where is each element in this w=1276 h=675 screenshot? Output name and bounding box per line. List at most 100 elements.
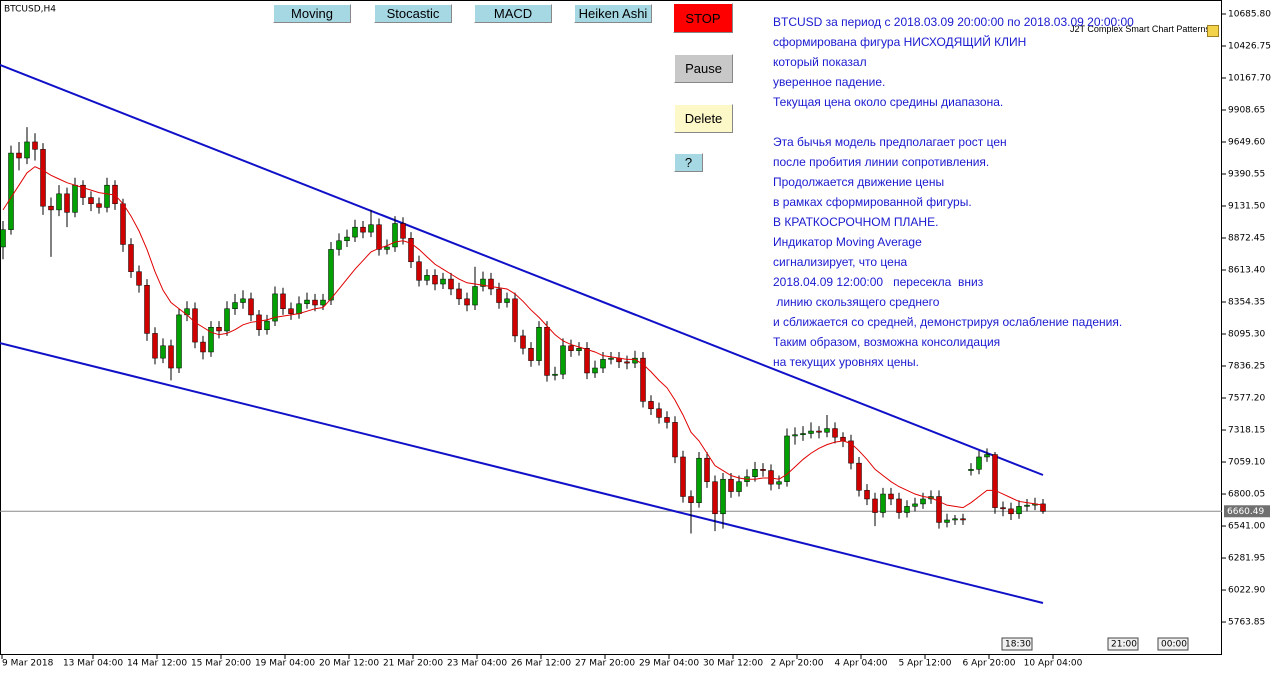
candle-body — [0, 229, 6, 248]
candle-body — [560, 345, 566, 375]
y-tick-label: 6281.95 — [1228, 554, 1265, 564]
analysis-line: после пробития линии сопротивления. — [773, 155, 990, 169]
analysis-line: Эта бычья модель предполагает рост цен — [773, 135, 1007, 149]
moving-button[interactable]: Moving — [273, 4, 351, 23]
candle-body — [776, 481, 782, 485]
symbol-title: BTCUSD,H4 — [4, 5, 56, 15]
current-price-label: 6660.49 — [1227, 507, 1264, 517]
macd-button[interactable]: MACD — [474, 4, 552, 23]
candle-body — [272, 293, 278, 322]
candle-body — [328, 249, 334, 301]
x-tick-label: 26 Mar 12:00 — [511, 659, 571, 669]
candle-body — [48, 205, 54, 211]
candle-body — [344, 236, 350, 242]
candle-body — [584, 348, 590, 374]
candle-body — [360, 226, 366, 233]
candle-body — [384, 246, 390, 250]
candle-body — [464, 298, 470, 306]
candle-body — [888, 493, 894, 500]
candle-body — [784, 435, 790, 482]
y-tick-label: 9131.50 — [1228, 202, 1265, 212]
analysis-line: уверенное падение. — [773, 75, 886, 89]
candle-body — [840, 436, 846, 442]
x-tick-label: 19 Mar 04:00 — [255, 659, 315, 669]
analysis-line: который показал — [773, 55, 867, 69]
candle-body — [80, 184, 86, 198]
indicator-icon — [1207, 25, 1219, 37]
candle-body — [136, 271, 142, 286]
x-tick-label: 29 Mar 04:00 — [639, 659, 699, 669]
y-tick-label: 5763.85 — [1228, 618, 1265, 628]
y-tick-label: 6022.90 — [1228, 586, 1265, 596]
trendline — [0, 64, 1044, 476]
time-control-label: 18:30 — [1005, 640, 1031, 650]
candle-body — [168, 345, 174, 369]
candle-body — [296, 303, 302, 314]
candle-body — [256, 314, 262, 330]
candle-body — [320, 299, 326, 306]
candle-body — [568, 345, 574, 351]
candle-body — [480, 278, 486, 287]
help-button[interactable]: ? — [674, 153, 703, 172]
candle-body — [1040, 503, 1046, 512]
analysis-line: 2018.04.09 12:00:00 пересекла вниз — [773, 275, 984, 289]
x-tick-label: 30 Mar 12:00 — [703, 659, 763, 669]
y-tick-label: 7059.10 — [1228, 458, 1265, 468]
x-tick-label: 15 Mar 20:00 — [191, 659, 251, 669]
candle-body — [280, 293, 286, 309]
x-tick-label: 27 Mar 20:00 — [575, 659, 635, 669]
candle-body — [1024, 504, 1030, 507]
analysis-line: Текущая цена около средины диапазона. — [773, 95, 1004, 109]
candle-body — [304, 299, 310, 305]
candle-body — [504, 298, 510, 303]
candle-body — [312, 299, 318, 306]
y-tick-label: 8872.45 — [1228, 234, 1265, 244]
candle-body — [32, 141, 38, 150]
candle-body — [8, 152, 14, 230]
analysis-line: сформирована фигура НИСХОДЯЩИЙ КЛИН — [773, 35, 1027, 49]
candle-body — [232, 302, 238, 309]
candle-body — [808, 430, 814, 434]
candle-body — [448, 278, 454, 290]
heiken-ashi-button[interactable]: Heiken Ashi — [574, 4, 652, 23]
x-tick-label: 21 Mar 20:00 — [383, 659, 443, 669]
candle-body — [520, 335, 526, 349]
x-tick-label: 9 Mar 2018 — [2, 659, 54, 669]
candle-body — [40, 149, 46, 207]
stop-button[interactable]: STOP — [673, 3, 733, 33]
y-tick-label: 8095.30 — [1228, 330, 1265, 340]
candle-body — [912, 503, 918, 507]
y-tick-label: 7577.20 — [1228, 394, 1265, 404]
current-price-box — [1224, 505, 1270, 518]
analysis-line: Продолжается движение цены — [773, 175, 945, 189]
candle-body — [72, 184, 78, 213]
candle-body — [120, 203, 126, 245]
candle-body — [392, 223, 398, 248]
candle-body — [848, 440, 854, 464]
x-tick-label: 10 Apr 04:00 — [1024, 659, 1083, 669]
candle-body — [672, 422, 678, 458]
time-control — [1157, 637, 1189, 651]
candle-body — [648, 401, 654, 410]
candle-body — [1000, 507, 1006, 510]
candle-body — [552, 373, 558, 376]
candle-body — [432, 275, 438, 285]
y-tick-label: 8613.40 — [1228, 266, 1265, 276]
time-control-label: 21:00 — [1111, 640, 1137, 650]
candle-body — [56, 193, 62, 211]
candle-body — [88, 197, 94, 204]
pause-button[interactable]: Pause — [674, 54, 733, 83]
candle-body — [1008, 508, 1014, 515]
candle-body — [96, 203, 102, 208]
candle-body — [368, 224, 374, 233]
candle-body — [832, 428, 838, 438]
y-tick-label: 8354.35 — [1228, 298, 1265, 308]
candle-body — [752, 469, 758, 477]
candle-body — [64, 193, 70, 213]
candle-body — [472, 286, 478, 306]
candle-body — [640, 357, 646, 402]
stocastic-button[interactable]: Stocastic — [374, 4, 452, 23]
candle-body — [864, 490, 870, 500]
delete-button[interactable]: Delete — [674, 104, 733, 133]
y-tick-label: 10167.70 — [1228, 73, 1271, 83]
